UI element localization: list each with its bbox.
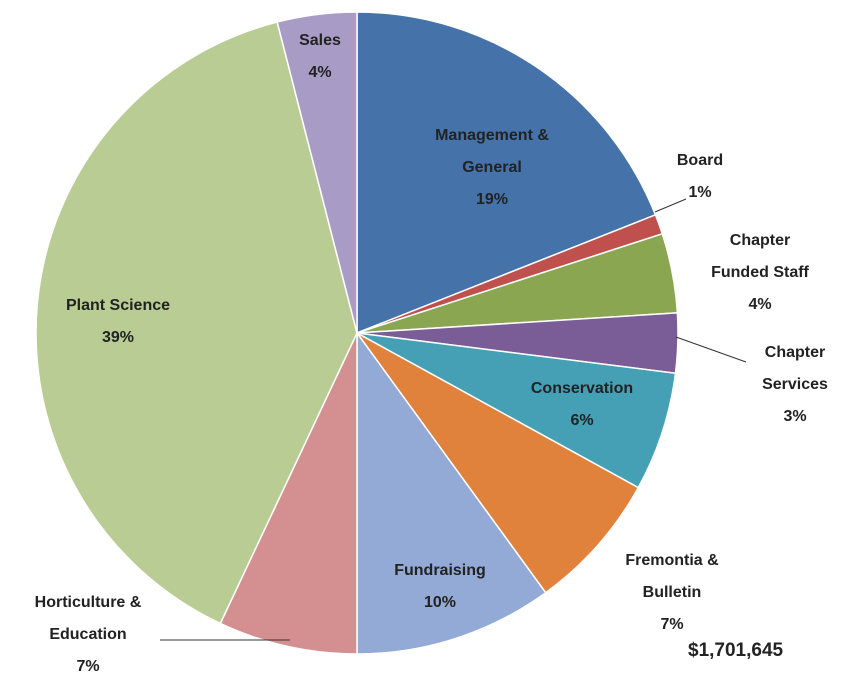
percent-label: 1% [688,184,712,201]
leader-line [654,198,687,213]
percent-label: 39% [101,329,135,346]
pie-slice [276,11,358,334]
category-label: Chapter Services [762,344,828,393]
total-annotation: $1,701,645 [688,640,784,661]
pie-slice [35,21,358,625]
category-label: Board [676,152,724,169]
percent-label: 19% [475,191,509,208]
slice-label: Sales 4% [285,25,355,89]
percent-label: 3% [783,408,807,425]
slice-label: Management & General 19% [417,120,567,216]
category-label: Fundraising [394,562,486,579]
slice-label: Conservation 6% [512,373,652,437]
slice-label: Chapter Funded Staff 4% [700,225,820,321]
category-label: Management & General [435,127,549,176]
percent-label: 4% [748,296,772,313]
slice-label: Board 1% [660,145,740,209]
pie-slice [356,332,677,489]
slice-label: Chapter Services 3% [750,337,840,433]
pie-slice [219,332,358,655]
category-label: Conservation [530,380,634,397]
pie-slice [356,11,657,335]
category-label: Chapter Funded Staff [711,232,809,281]
pie-slice [356,332,640,594]
percent-label: 4% [308,64,332,81]
percent-label: 7% [660,616,684,633]
percent-label: 6% [570,412,594,429]
percent-label: 10% [423,594,457,611]
percent-label: 7% [76,658,100,675]
category-label: Fremontia & Bulletin [625,552,719,601]
slice-label: Horticulture & Education 7% [33,587,143,675]
category-label: Sales [299,32,341,49]
slice-label: Fundraising 10% [380,555,500,619]
slice-label: Fremontia & Bulletin 7% [612,545,732,641]
pie-slice [356,330,547,655]
category-label: Horticulture & Education [34,594,142,643]
slice-label: Plant Science 39% [43,290,193,354]
category-label: Plant Science [65,297,171,314]
leader-line [675,336,747,363]
